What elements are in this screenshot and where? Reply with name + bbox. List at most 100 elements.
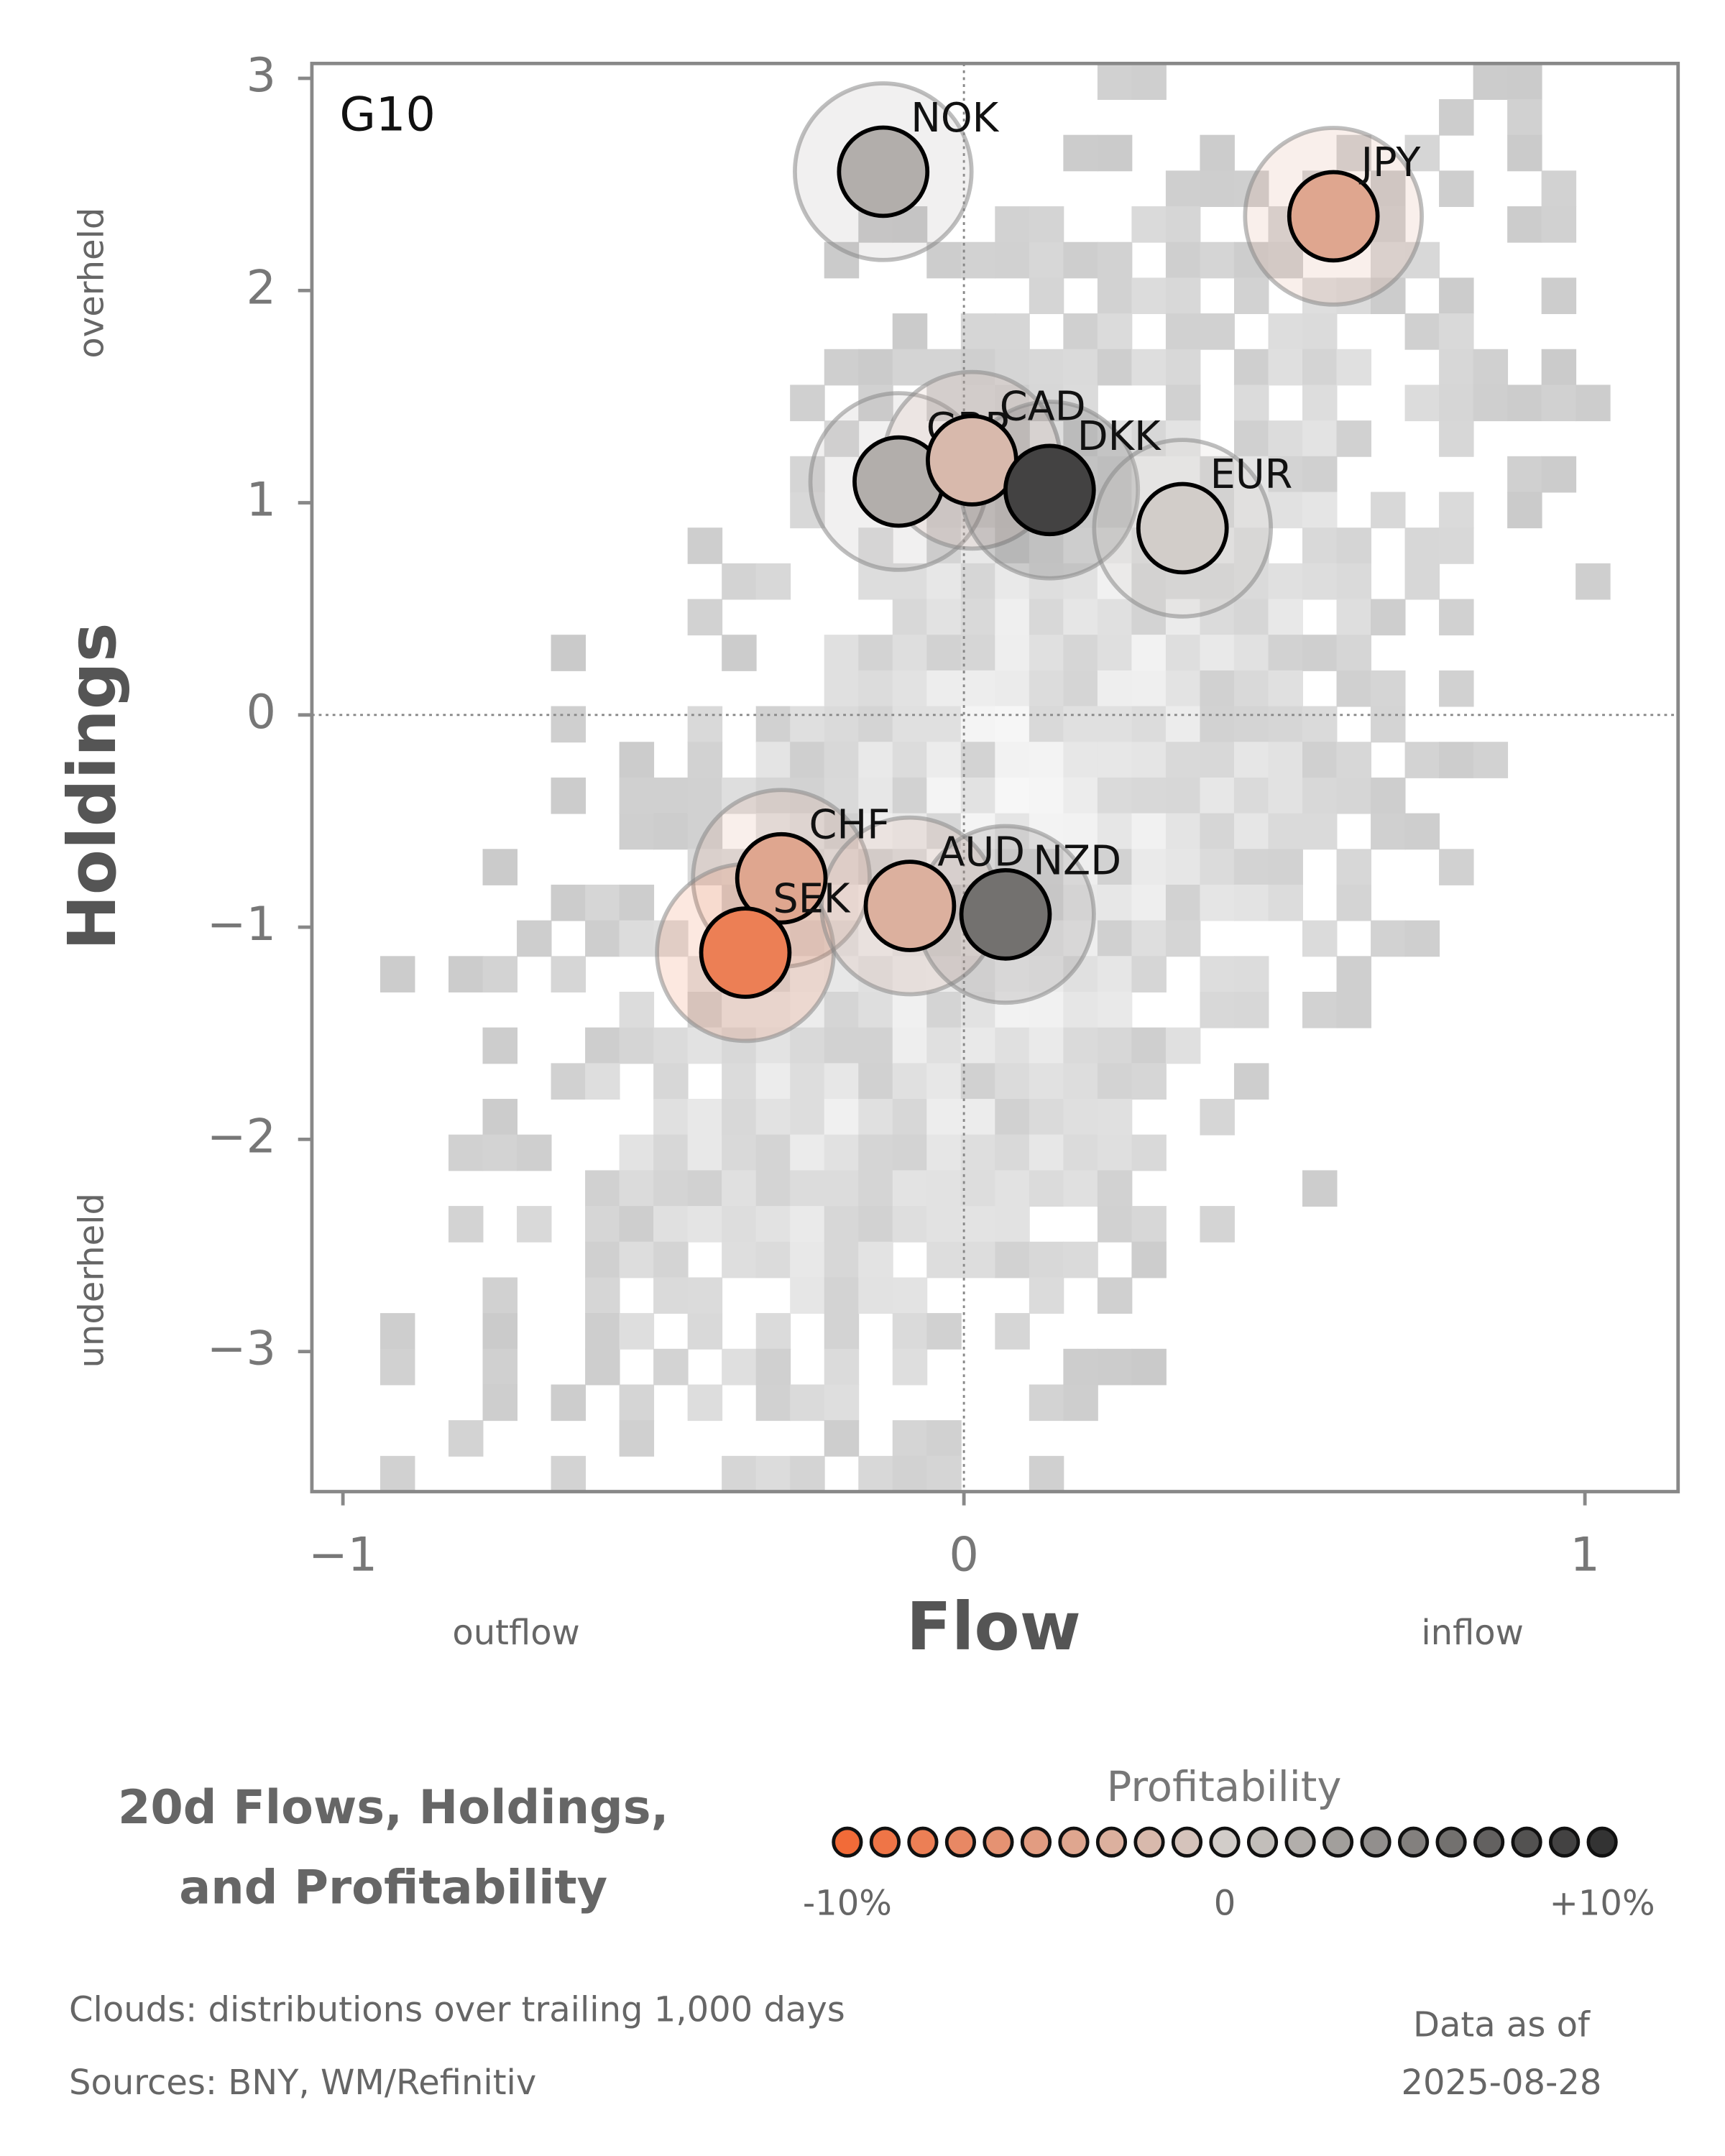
cloud-cell xyxy=(1439,349,1474,386)
cloud-cell xyxy=(960,563,996,600)
cloud-cell xyxy=(1097,956,1133,992)
cloud-cell xyxy=(858,528,893,564)
cloud-cell xyxy=(892,349,928,386)
cloud-cell xyxy=(1131,206,1167,243)
cloud-cell xyxy=(1063,349,1098,386)
cloud-cell xyxy=(1268,563,1303,600)
cloud-cell xyxy=(1165,884,1201,921)
cloud-cell xyxy=(1097,1348,1133,1386)
cloud-cell xyxy=(1302,992,1338,1028)
cloud-cell xyxy=(824,1313,860,1350)
cloud-cell xyxy=(1268,849,1303,885)
cloud-cell xyxy=(1165,635,1201,671)
cloud-cell xyxy=(517,920,552,957)
cloud-cell xyxy=(722,1170,757,1207)
colorbar-swatch xyxy=(1397,1826,1430,1858)
cloud-cell xyxy=(1507,384,1542,422)
cloud-cell xyxy=(1233,813,1269,850)
colorbar-swatch xyxy=(1171,1826,1203,1858)
cloud-cell xyxy=(824,635,860,671)
cloud-cell xyxy=(1131,884,1167,921)
colorbar-tick-label: -10% xyxy=(803,1884,892,1924)
cloud-cell xyxy=(380,1313,415,1350)
cloud-cell xyxy=(1029,1277,1064,1314)
cloud-cell xyxy=(619,1027,655,1064)
cloud-cell xyxy=(995,1134,1030,1171)
cloud-cell xyxy=(892,1027,928,1064)
cloud-cell xyxy=(755,1241,791,1279)
cloud-cell xyxy=(858,1241,893,1279)
cloud-cell xyxy=(1233,777,1269,814)
cloud xyxy=(380,63,1611,1493)
point xyxy=(863,860,957,952)
cloud-cell xyxy=(551,884,586,921)
cloud-cell xyxy=(858,1455,893,1493)
y-high-label: overheld xyxy=(72,208,112,359)
colorbar-swatch xyxy=(1284,1826,1316,1858)
cloud-cell xyxy=(1268,313,1303,350)
point-label: CHF xyxy=(809,801,891,848)
cloud-cell xyxy=(1233,635,1269,671)
cloud-cell xyxy=(722,1348,757,1386)
cloud-cell xyxy=(380,956,415,992)
cloud-cell xyxy=(1336,992,1371,1028)
cloud-cell xyxy=(1233,599,1269,636)
cloud-cell xyxy=(619,1384,655,1422)
cloud-cell xyxy=(960,777,996,814)
cloud-cell xyxy=(824,1277,860,1314)
cloud-cell xyxy=(926,599,962,636)
cloud-cell xyxy=(687,742,723,778)
x-tick-label: 1 xyxy=(1570,1528,1600,1583)
cloud-cell xyxy=(755,1384,791,1422)
cloud-cell xyxy=(1097,63,1133,100)
cloud-cell xyxy=(1336,134,1371,172)
cloud-cell xyxy=(892,1313,928,1350)
cloud-cell xyxy=(619,777,655,814)
cloud-cell xyxy=(1165,349,1201,386)
cloud-cell xyxy=(1302,920,1338,957)
cloud-cell xyxy=(1131,63,1167,100)
colorbar-swatch xyxy=(1246,1826,1279,1858)
cloud-cell xyxy=(892,1134,928,1171)
cloud-cell xyxy=(722,1206,757,1243)
cloud-cell xyxy=(755,706,791,743)
cloud-cell xyxy=(1200,742,1235,778)
cloud-cell xyxy=(1029,563,1064,600)
cloud-cell xyxy=(1131,813,1167,850)
cloud-cell xyxy=(619,1313,655,1350)
cloud-cell xyxy=(551,1063,586,1100)
cloud-cell xyxy=(790,1384,825,1422)
y-axis-title: Holdings xyxy=(53,622,131,950)
cloud-cell xyxy=(755,1063,791,1100)
cloud-cell xyxy=(551,1455,586,1493)
colorbar-tick-label: 0 xyxy=(1214,1884,1236,1924)
cloud-cell xyxy=(858,742,893,778)
cloud-cell xyxy=(448,1134,484,1171)
cloud-cell xyxy=(926,670,962,707)
cloud-cell xyxy=(1097,1063,1133,1100)
cloud-cell xyxy=(619,1170,655,1207)
cloud-cell xyxy=(1165,920,1201,957)
cloud-cell xyxy=(995,813,1030,850)
cloud-cell xyxy=(1097,277,1133,315)
cloud-cell xyxy=(653,777,689,814)
plot-area: NOKJPYGBPCADDKKEURCHFSEKAUDNZD xyxy=(311,63,1678,1492)
date-note: Data as of xyxy=(1413,2004,1591,2045)
cloud-cell xyxy=(1165,206,1201,243)
cloud-cell xyxy=(926,1063,962,1100)
cloud-cell xyxy=(926,1206,962,1243)
cloud-cell xyxy=(551,777,586,814)
cloud-cell xyxy=(1165,384,1201,422)
cloud-cell xyxy=(1165,670,1201,707)
cloud-cell xyxy=(858,635,893,671)
y-low-label: underheld xyxy=(72,1193,112,1368)
cloud-cell xyxy=(1200,1099,1235,1135)
cloud-cell xyxy=(380,1348,415,1386)
cloud-cell xyxy=(1268,635,1303,671)
cloud-cell xyxy=(653,813,689,850)
cloud-cell xyxy=(790,920,825,957)
cloud-cell xyxy=(1029,777,1064,814)
cloud-cell xyxy=(585,1277,620,1314)
cloud-cell xyxy=(1576,563,1611,600)
